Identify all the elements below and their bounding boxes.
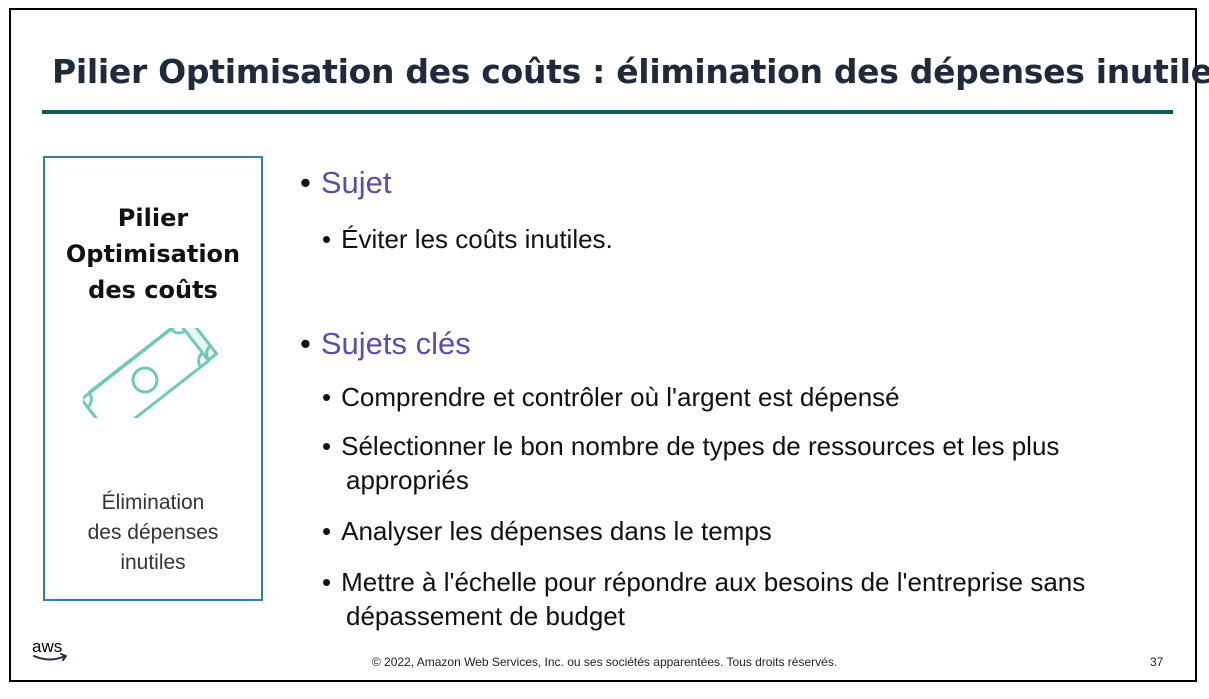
pillar-subtitle-line: Élimination	[101, 491, 205, 514]
list-item: • Mettre à l'échelle pour répondre aux be…	[322, 565, 1186, 633]
list-item-text: Éviter les coûts inutiles.	[341, 224, 613, 254]
copyright-footer: © 2022, Amazon Web Services, Inc. ou ses…	[371, 655, 838, 669]
bullet-icon: •	[322, 224, 332, 254]
pillar-card: Pilier Optimisation des coûts	[43, 156, 263, 601]
slide-title: Pilier Optimisation des coûts : éliminat…	[52, 52, 1209, 91]
list-item: • Éviter les coûts inutiles.	[322, 222, 1186, 256]
aws-logo-text: aws	[32, 637, 62, 656]
list-item-text: Analyser les dépenses dans le temps	[341, 516, 772, 546]
list-item: • Analyser les dépenses dans le temps	[322, 514, 1186, 548]
section-heading: • Sujet	[300, 165, 392, 201]
page-number: 37	[1150, 655, 1164, 669]
money-bill-icon	[83, 328, 219, 418]
aws-logo: aws	[32, 637, 67, 661]
list-item-text: Mettre à l'échelle pour répondre aux bes…	[341, 567, 1086, 631]
pillar-name-line: des coûts	[88, 276, 218, 304]
section-heading-text: Sujet	[320, 165, 392, 200]
bullet-icon: •	[322, 382, 332, 412]
bullet-icon: •	[322, 431, 332, 461]
slide-frame	[9, 8, 1197, 682]
section-heading: • Sujets clés	[300, 326, 471, 362]
bullet-icon: •	[322, 567, 332, 597]
list-item: • Sélectionner le bon nombre de types de …	[322, 429, 1186, 497]
list-item: • Comprendre et contrôler où l'argent est…	[322, 380, 1186, 414]
title-divider	[42, 110, 1173, 114]
bullet-icon: •	[300, 165, 311, 200]
pillar-subtitle-line: inutiles	[120, 551, 186, 574]
pillar-name: Pilier Optimisation des coûts	[45, 200, 261, 308]
section-heading-text: Sujets clés	[320, 326, 471, 361]
pillar-subtitle: Élimination des dépenses inutiles	[45, 488, 261, 578]
pillar-name-line: Pilier	[117, 204, 189, 232]
list-item-text: Comprendre et contrôler où l'argent est …	[341, 382, 900, 412]
pillar-name-line: Optimisation	[65, 240, 241, 268]
bullet-icon: •	[300, 326, 311, 361]
bullet-icon: •	[322, 516, 332, 546]
pillar-subtitle-line: des dépenses	[87, 521, 219, 544]
list-item-text: Sélectionner le bon nombre de types de r…	[341, 431, 1060, 495]
